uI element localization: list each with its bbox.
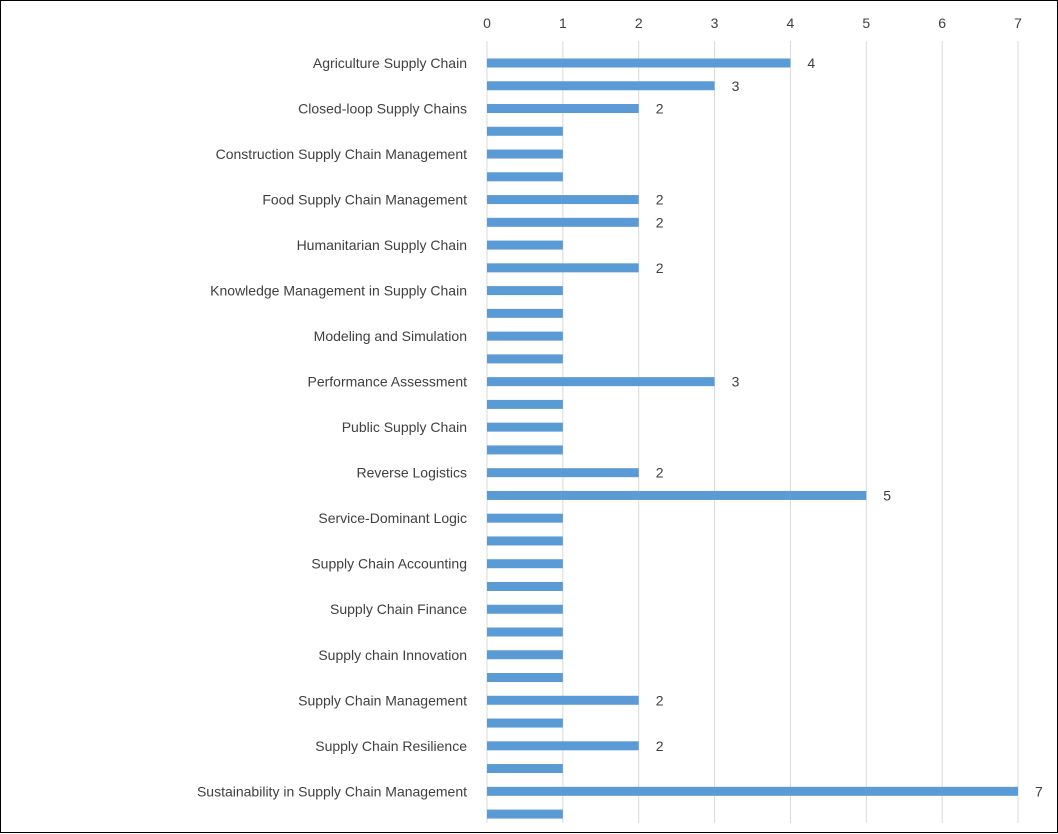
bar [487, 718, 563, 728]
category-label: Supply chain Innovation [318, 647, 467, 663]
category-label: Humanitarian Supply Chain [297, 237, 467, 253]
category-label: Supply Chain Accounting [311, 556, 467, 572]
x-tick-label: 5 [862, 15, 870, 31]
bar [487, 490, 867, 500]
x-tick-label: 7 [1014, 15, 1022, 31]
data-labels: 4 3 2 2 2 2 3 2 5 2 2 7 [656, 55, 1043, 799]
bar [487, 81, 715, 91]
gridlines [486, 41, 1019, 823]
category-label: Service-Dominant Logic [318, 510, 467, 526]
bar [487, 695, 639, 705]
bar [487, 809, 563, 819]
data-label: 2 [656, 192, 664, 208]
bar [487, 377, 715, 387]
bar [487, 126, 563, 136]
category-label: Reverse Logistics [357, 465, 468, 481]
data-label: 2 [656, 738, 664, 754]
x-tick-label: 3 [711, 15, 719, 31]
category-label: Knowledge Management in Supply Chain [210, 283, 467, 299]
bar [487, 263, 639, 273]
data-label: 2 [656, 214, 664, 230]
bar [487, 445, 563, 455]
bar [487, 149, 563, 159]
data-label: 2 [656, 692, 664, 708]
bar [487, 286, 563, 296]
data-label: 2 [656, 101, 664, 117]
data-label: 4 [807, 55, 815, 71]
data-label: 7 [1035, 783, 1043, 799]
bar [487, 627, 563, 637]
bar [487, 559, 563, 569]
bar [487, 741, 639, 751]
category-label: Performance Assessment [307, 374, 467, 390]
data-label: 2 [656, 465, 664, 481]
x-tick-label: 1 [559, 15, 567, 31]
bar [487, 786, 1018, 796]
category-label: Closed-loop Supply Chains [298, 101, 467, 117]
bar [487, 172, 563, 182]
bar [487, 308, 563, 318]
bar [487, 673, 563, 683]
category-label: Sustainability in Supply Chain Managemen… [197, 783, 467, 799]
bar [487, 58, 791, 68]
bar [487, 604, 563, 614]
category-label: Supply Chain Resilience [315, 738, 467, 754]
category-label: Agriculture Supply Chain [313, 55, 467, 71]
category-label: Modeling and Simulation [314, 328, 467, 344]
category-label: Food Supply Chain Management [262, 192, 467, 208]
category-label: Supply Chain Finance [330, 601, 467, 617]
bar [487, 217, 639, 227]
category-label: Construction Supply Chain Management [216, 146, 467, 162]
bar [487, 422, 563, 432]
bar [487, 536, 563, 546]
data-label: 3 [732, 78, 740, 94]
category-labels: Agriculture Supply Chain Closed-loop Supp… [197, 55, 467, 799]
x-tick-label: 2 [635, 15, 643, 31]
x-tick-label: 0 [483, 15, 491, 31]
x-tick-label: 6 [938, 15, 946, 31]
bar [487, 104, 639, 114]
category-label: Public Supply Chain [342, 419, 467, 435]
x-tick-label: 4 [787, 15, 795, 31]
x-axis-ticks: 0 1 2 3 4 5 6 7 [483, 15, 1022, 31]
bars [487, 58, 1018, 819]
bar [487, 468, 639, 478]
data-label: 5 [883, 487, 891, 503]
category-label: Supply Chain Management [298, 692, 467, 708]
bar [487, 195, 639, 205]
bar [487, 354, 563, 364]
bar [487, 650, 563, 660]
data-label: 2 [656, 260, 664, 276]
bar [487, 240, 563, 250]
bar [487, 581, 563, 591]
bar [487, 331, 563, 341]
bar [487, 513, 563, 523]
data-label: 3 [732, 374, 740, 390]
bar [487, 399, 563, 409]
bar [487, 764, 563, 774]
